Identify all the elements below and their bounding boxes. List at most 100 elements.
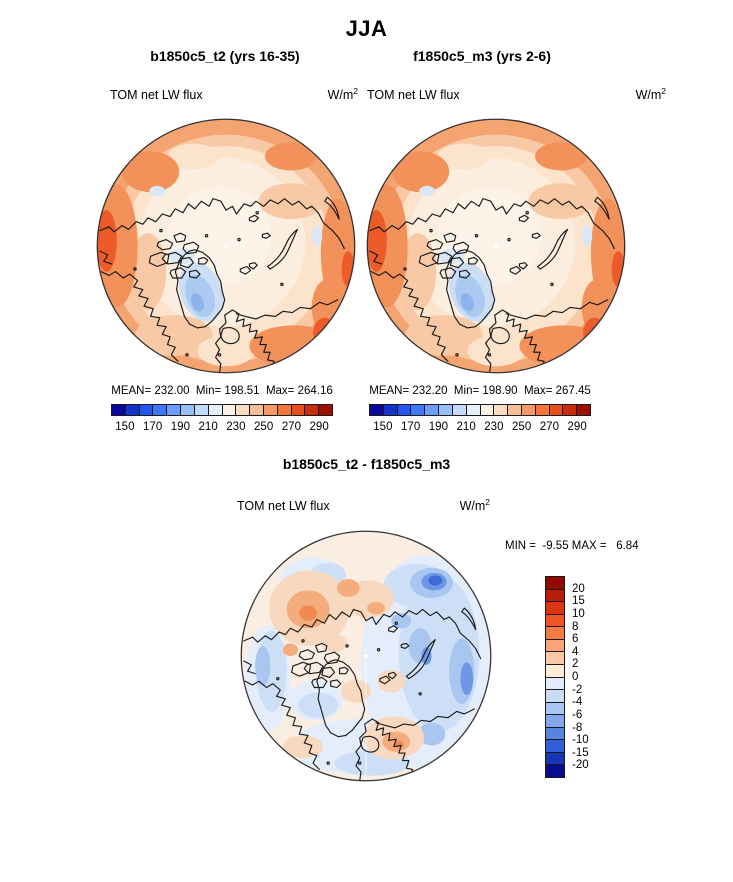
colorbar-segment [222,405,237,415]
colorbar-segment [546,589,564,603]
colorbar-tick-label: 290 [309,421,329,433]
colorbar-tick-label: 20 [572,582,585,595]
colorbar-segment [508,405,522,415]
colorbar-segment [319,405,332,415]
colorbar-tick-label: 210 [198,421,218,433]
colorbar-difference: 20 15 10 8 6 4 2 0 -2 -4 -6 -8 -10 -15 -20 [545,576,605,778]
map-panel-right [366,118,626,374]
colorbar-segment [411,405,426,415]
colorbar-tick-label: -6 [572,708,583,721]
colorbar-segment [236,405,251,415]
colorbar-tick-label: 0 [572,671,579,683]
map-panel-left [96,118,356,374]
units-exponent: 2 [485,496,490,507]
colorbar-tick-label: 8 [572,620,579,633]
panel-right-subtitle: f1850c5_m3 (yrs 2-6) [413,48,551,64]
colorbar-strip [111,404,333,416]
colorbar-tick-label: 6 [572,633,579,646]
colorbar-tick-label: 250 [512,421,532,433]
units-base: W/m [327,88,354,102]
colorbar-segment [577,405,590,415]
map-outline [366,118,626,374]
colorbar-segment [546,690,564,703]
units-exponent: 2 [661,85,666,96]
colorbar-strip [369,404,591,416]
map-outline [96,118,356,374]
colorbar-tick-label: 170 [143,421,163,433]
colorbar-segment [181,405,195,415]
colorbar-tick-label: 150 [373,421,393,433]
colorbar-segment [397,405,412,415]
colorbar-segment [153,405,168,415]
panel-left-field-label: TOM net LW flux [110,88,203,102]
colorbar-segment [439,405,453,415]
units-exponent: 2 [353,85,358,96]
colorbar-tick-label: 4 [572,645,579,658]
colorbar-segment [563,405,578,415]
colorbar-segment [521,405,536,415]
colorbar-tick-label: 230 [484,421,504,433]
colorbar-segment [250,405,264,415]
colorbar-tick-label: 10 [572,607,585,620]
panel-left-subtitle: b1850c5_t2 (yrs 16-35) [150,48,300,64]
colorbar-segment [546,639,564,653]
colorbar-tick-label: 230 [226,421,246,433]
colorbar-segment [167,405,182,415]
colorbar-tick-label: 250 [254,421,274,433]
colorbar-segment [452,405,467,415]
colorbar-segment [291,405,306,415]
colorbar-segment [549,405,564,415]
units-base: W/m [459,499,486,513]
colorbar-segment [305,405,320,415]
units-base: W/m [635,88,662,102]
diff-units: W/m2 [432,496,490,513]
colorbar-tick-label: -2 [572,683,583,696]
colorbar-tick-label: 15 [572,595,585,608]
diff-minmax: MIN = -9.55 MAX = 6.84 [505,540,639,552]
colorbar-tick-label: -20 [572,759,589,772]
panel-right-units: W/m2 [608,85,666,102]
colorbar-tick-label: -4 [572,696,583,709]
colorbar-segment [139,405,154,415]
colorbar-segment [125,405,140,415]
panel-left-units: W/m2 [300,85,358,102]
colorbar-segment [546,740,564,753]
colorbar-segment [466,405,481,415]
colorbar-segment [263,405,278,415]
colorbar-segment [425,405,440,415]
colorbar-segment [494,405,509,415]
colorbar-tick-label: 290 [567,421,587,433]
colorbar-segment [370,405,384,415]
colorbar-tick-label: 190 [170,421,190,433]
colorbar-segment [383,405,398,415]
colorbar-segment [546,664,564,678]
colorbar-tick-label: 2 [572,658,579,671]
colorbar-tick-label: 270 [539,421,559,433]
colorbar-segment [546,614,564,628]
panel-right-stats: MEAN= 232.20 Min= 198.90 Max= 267.45 [369,385,591,397]
colorbar-segment [546,727,564,741]
colorbar-segment [546,677,564,691]
colorbar-segment [194,405,209,415]
colorbar-tick-label: 150 [115,421,135,433]
colorbar-tick-label: -15 [572,746,589,759]
colorbar-left: 150 170 190 210 230 250 270 290 [111,404,333,438]
diff-title: b1850c5_t2 - f1850c5_m3 [282,456,451,472]
panel-right-field-label: TOM net LW flux [367,88,460,102]
colorbar-segment [546,577,564,590]
colorbar-right: 150 170 190 210 230 250 270 290 [369,404,591,438]
colorbar-strip [545,576,565,778]
map-outline [240,530,492,782]
colorbar-segment [546,765,564,777]
colorbar-tick-label: 270 [281,421,301,433]
colorbar-tick-label: 190 [428,421,448,433]
colorbar-segment [535,405,550,415]
colorbar-segment [546,602,564,615]
colorbar-segment [208,405,223,415]
colorbar-tick-label: 210 [456,421,476,433]
colorbar-segment [546,702,564,716]
colorbar-segment [546,752,564,766]
colorbar-tick-label: 170 [401,421,421,433]
colorbar-tick-label: -8 [572,721,583,734]
colorbar-segment [277,405,292,415]
